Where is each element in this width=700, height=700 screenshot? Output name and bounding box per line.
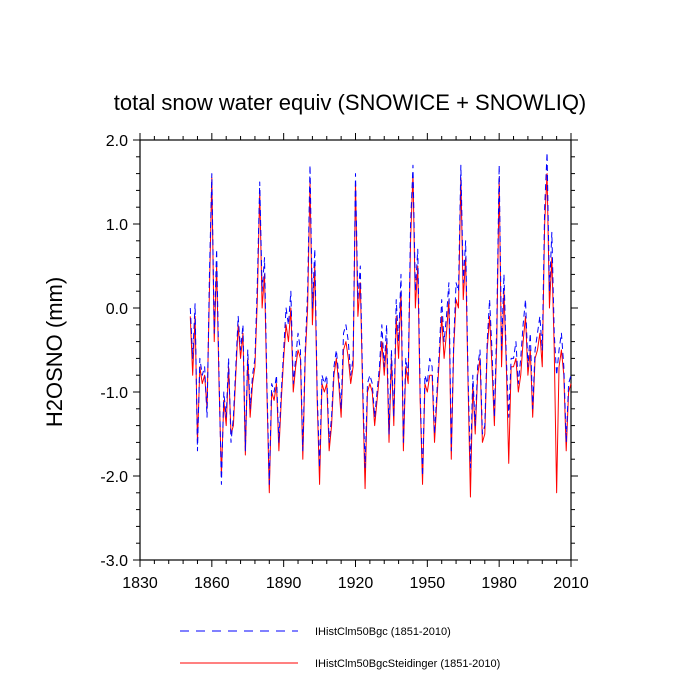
series-line-1 [189, 152, 572, 485]
chart-title: total snow water equiv (SNOWICE + SNOWLI… [114, 90, 587, 115]
legend-label-2: IHistClm50BgcSteidinger (1851-2010) [315, 658, 500, 670]
y-tick-label: 0.0 [106, 301, 128, 318]
x-tick-label: 2010 [553, 575, 589, 592]
axis-ticks [133, 133, 578, 567]
y-tick-label: 1.0 [106, 217, 128, 234]
y-tick-label: -3.0 [100, 553, 128, 570]
axis-tick-labels: 1830 1860 1890 1920 1950 1980 2010 2.0 1.0 0.0 -1.… [100, 133, 588, 592]
y-tick-label: 2.0 [106, 133, 128, 150]
x-tick-label: 1980 [481, 575, 517, 592]
plot-lines [189, 152, 572, 498]
x-tick-label: 1830 [122, 575, 158, 592]
x-tick-label: 1920 [338, 575, 374, 592]
legend: IHistClm50Bgc (1851-2010) IHistClm50BgcSt… [180, 626, 500, 670]
legend-label-1: IHistClm50Bgc (1851-2010) [315, 626, 451, 638]
y-tick-label: -1.0 [100, 385, 128, 402]
x-tick-label: 1860 [194, 575, 230, 592]
series-line-2 [189, 173, 572, 498]
y-tick-label: -2.0 [100, 469, 128, 486]
x-tick-label: 1950 [410, 575, 446, 592]
y-axis-label: H2OSNO (mm) [42, 277, 67, 427]
x-tick-label: 1890 [266, 575, 302, 592]
